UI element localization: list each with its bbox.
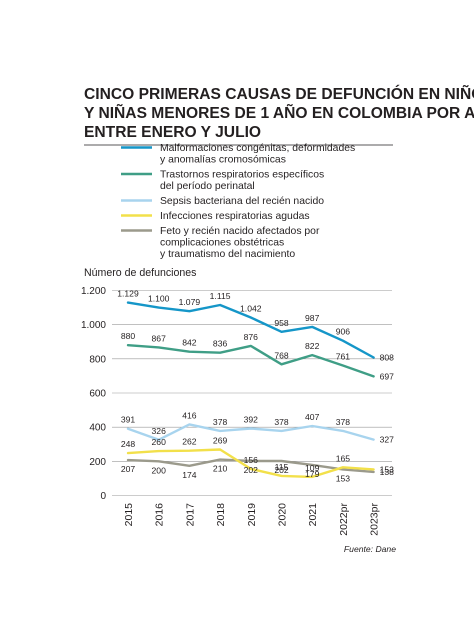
data-label: 1.079 [179,297,201,307]
data-label: 153 [336,473,351,483]
data-label: 153 [380,464,395,474]
x-tick-label: 2021 [307,503,319,527]
series-line-3 [126,423,375,441]
series-line-1 [126,301,375,359]
y-tick-label: 800 [89,354,106,365]
data-label: 115 [275,462,289,472]
data-label: 248 [121,439,136,449]
data-label: 867 [152,333,167,343]
data-label: 407 [305,412,320,422]
data-label: 156 [244,455,259,465]
x-axis-ticks: 2015 2016 2017 2018 2019 2020 2021 2022pr 2023pr [123,503,381,536]
data-label: 200 [152,465,167,475]
legend-label: Sepsis bacteriana del recién nacido [160,196,324,207]
data-label: 207 [121,464,136,474]
data-label: 378 [213,417,228,427]
series-line-4 [126,448,375,479]
data-label: 1.115 [210,291,231,301]
data-label: 958 [274,318,289,328]
data-label: 876 [244,332,259,342]
data-label: 416 [182,410,197,420]
data-label: 262 [182,437,197,447]
data-label: 165 [336,453,351,463]
data-label: 880 [121,331,136,341]
x-tick-label: 2016 [154,503,166,527]
data-label: 378 [336,417,351,427]
legend: Malformaciones congénitas, deformidadesy… [121,143,355,260]
data-label: 179 [305,469,320,479]
y-axis-label: Número de defunciones [84,267,196,279]
y-tick-label: 600 [89,389,106,400]
data-label: 768 [274,350,289,360]
x-tick-label: 2019 [246,503,258,527]
data-label: 326 [152,426,167,436]
legend-item-2: Trastornos respiratorios específicosdel … [121,170,324,192]
data-label: 174 [182,470,197,480]
chart-title-line-1: CINCO PRIMERAS CAUSAS DE DEFUNCIÓN EN NI… [84,83,474,103]
legend-label: Feto y recién nacido afectados por [160,226,320,237]
data-label: 697 [380,371,395,381]
x-tick-label: 2015 [123,503,135,527]
series-line-2 [126,344,375,378]
legend-label: Malformaciones congénitas, deformidades [160,143,355,154]
data-label: 269 [213,436,228,446]
data-label: 260 [152,437,167,447]
legend-item-1: Malformaciones congénitas, deformidadesy… [121,143,355,166]
data-labels: 1.129 1.100 1.079 1.115 1.042 958 987 906 808 880… [117,289,394,484]
data-label: 822 [305,341,320,351]
data-label: 808 [380,353,395,363]
data-label: 391 [121,415,136,425]
grid: 0 200 400 600 800 1.000 1.200 [81,286,392,502]
series-line-5 [126,458,375,474]
legend-item-3: Sepsis bacteriana del recién nacido [121,196,324,207]
data-label: 202 [244,465,259,475]
y-tick-label: 200 [89,457,106,468]
legend-label: complicaciones obstétricas [160,238,284,249]
legend-label: del período perinatal [160,181,255,192]
series-lines [126,301,375,479]
legend-label: Trastornos respiratorios específicos [160,170,324,181]
y-tick-label: 400 [89,423,106,434]
data-label: 378 [274,417,289,427]
y-tick-label: 1.200 [81,286,106,297]
x-tick-label: 2023pr [369,503,381,536]
legend-label: Infecciones respiratorias agudas [160,211,310,222]
x-tick-label: 2017 [184,503,196,527]
data-label: 210 [213,464,228,474]
data-label: 1.100 [148,294,170,304]
source-note: Fuente: Dane [344,544,396,554]
data-label: 202 [274,465,289,475]
legend-item-4: Infecciones respiratorias agudas [121,211,310,222]
legend-label: y traumatismo del nacimiento [160,249,295,260]
data-label: 1.042 [240,304,262,314]
data-label: 836 [213,339,228,349]
legend-item-5: Feto y recién nacido afectados porcompli… [121,226,320,260]
data-label: 1.129 [117,289,139,299]
x-tick-label: 2020 [277,503,289,527]
x-tick-label: 2018 [215,503,227,527]
data-label: 842 [182,338,197,348]
y-tick-label: 1.000 [81,320,106,331]
chart-title: CINCO PRIMERAS CAUSAS DE DEFUNCIÓN EN NI… [84,83,474,146]
data-label: 761 [336,352,351,362]
data-label: 906 [336,327,351,337]
chart-title-line-2: Y NIÑAS MENORES DE 1 AÑO EN COLOMBIA POR… [84,102,474,122]
data-label: 327 [380,435,395,445]
data-label: 987 [305,313,320,323]
data-label: 392 [244,415,259,425]
x-tick-label: 2022pr [338,503,350,536]
data-label: 138 [380,467,395,477]
legend-label: y anomalías cromosómicas [160,155,286,166]
chart-title-line-3: ENTRE ENERO Y JULIO [84,124,261,141]
y-tick-label: 0 [100,491,106,502]
data-label: 109 [305,463,320,473]
